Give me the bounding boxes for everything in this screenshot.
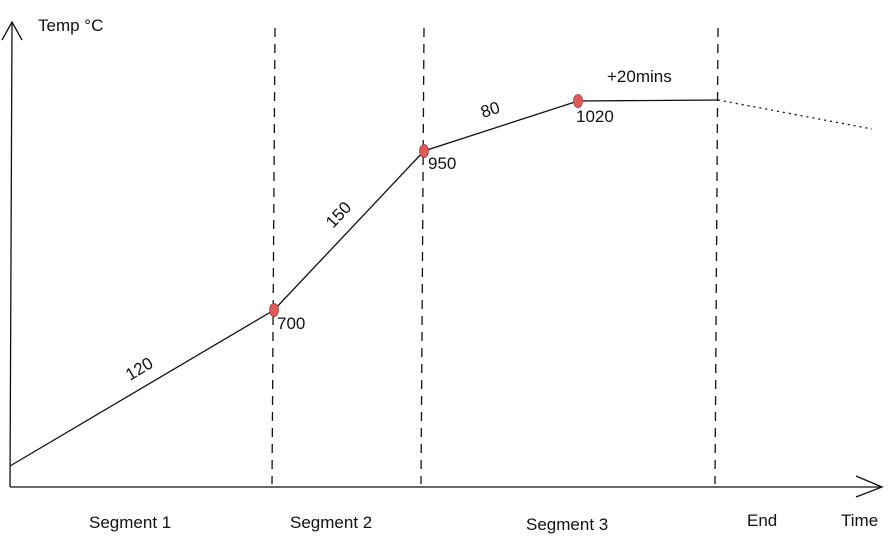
ramp-rate-label-3: 80 — [478, 98, 502, 122]
x-axis-arrowhead — [855, 475, 884, 498]
setpoint-marker-1020 — [573, 94, 583, 108]
temperature-profile-line — [9, 99, 719, 467]
setpoint-label-1020: 1020 — [576, 107, 614, 126]
hold-duration-label: +20mins — [607, 67, 672, 86]
y-axis-label: Temp °C — [38, 16, 103, 35]
segment-label-2: Segment 2 — [290, 513, 372, 532]
segment-divider-3 — [714, 27, 719, 485]
y-axis-arrowhead — [1, 20, 23, 41]
segment-divider-2 — [420, 27, 425, 485]
y-axis — [9, 21, 13, 488]
segment-divider-1 — [271, 27, 276, 485]
setpoint-marker-700 — [269, 303, 279, 317]
segment-label-1: Segment 1 — [89, 513, 171, 532]
ramp-rate-label-1: 120 — [122, 354, 156, 385]
setpoint-label-700: 700 — [277, 314, 305, 333]
segment-label-3: Segment 3 — [526, 515, 608, 534]
cooldown-dotted-line — [717, 99, 873, 130]
setpoint-label-950: 950 — [428, 154, 456, 173]
segment-label-end: End — [747, 511, 777, 530]
setpoint-marker-950 — [419, 144, 429, 158]
x-axis-label: Time — [841, 511, 878, 530]
ramp-rate-label-2: 150 — [322, 198, 355, 232]
